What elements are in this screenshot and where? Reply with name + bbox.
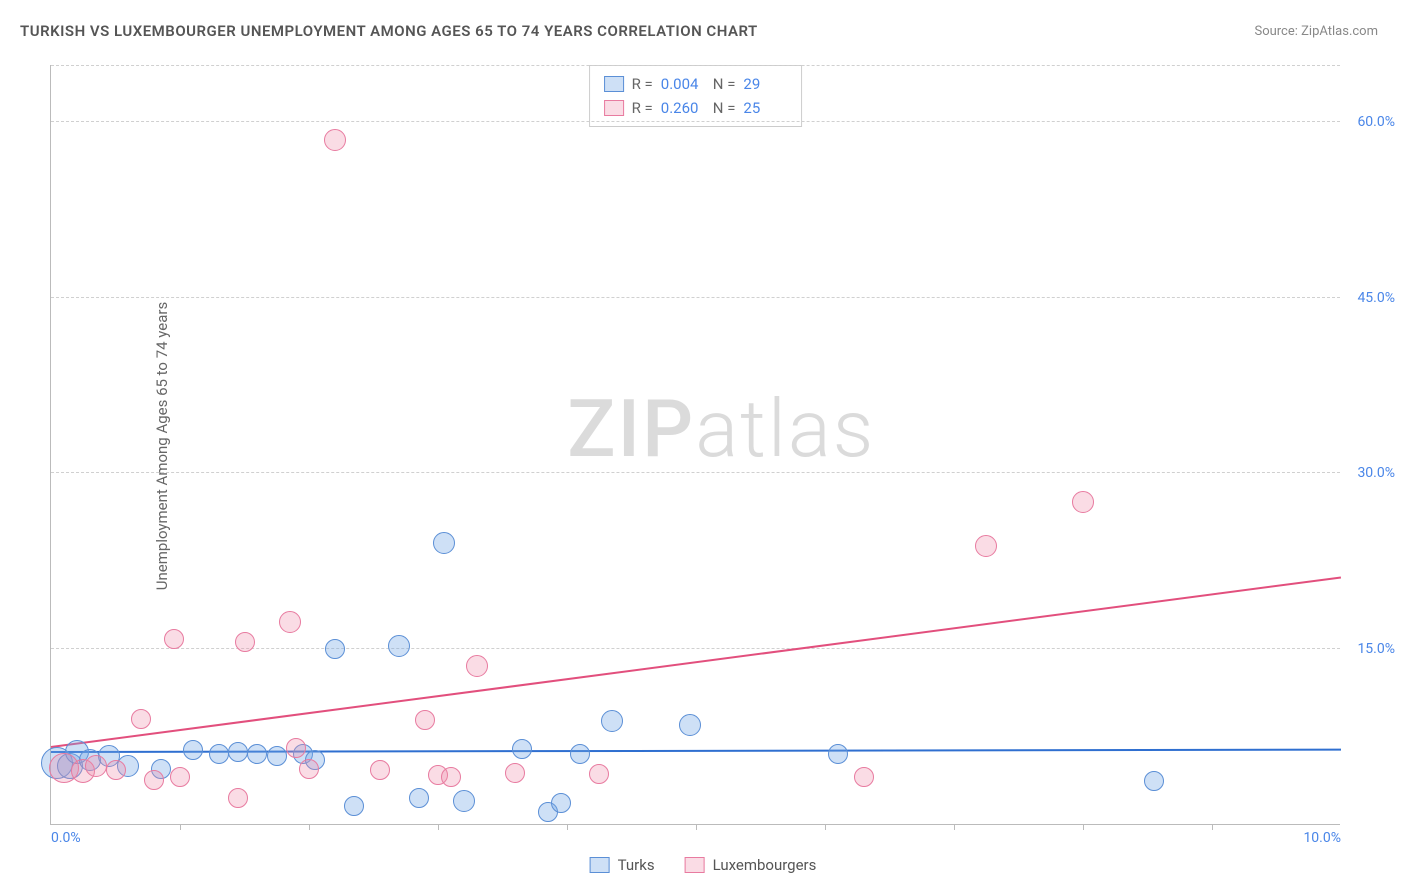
bottom-legend: Turks Luxembourgers: [590, 856, 817, 874]
data-point: [106, 760, 126, 780]
legend-label-turks: Turks: [618, 856, 655, 874]
data-point: [433, 532, 455, 554]
data-point: [299, 759, 319, 779]
legend-item-lux: Luxembourgers: [685, 856, 817, 874]
data-point: [512, 739, 532, 759]
data-point: [279, 611, 301, 633]
swatch-lux: [604, 100, 624, 116]
data-point: [388, 635, 410, 657]
watermark-atlas: atlas: [695, 382, 875, 476]
n-label: N =: [713, 96, 736, 120]
data-point: [453, 790, 475, 812]
data-point: [85, 755, 107, 777]
data-point: [235, 632, 255, 652]
data-point: [370, 760, 390, 780]
y-tick-label: 60.0%: [1357, 114, 1395, 130]
y-tick-label: 45.0%: [1357, 290, 1395, 306]
n-value-lux: 25: [743, 96, 787, 120]
data-point: [415, 710, 435, 730]
data-point: [570, 744, 590, 764]
data-point: [228, 742, 248, 762]
grid-line: [51, 472, 1340, 473]
legend-label-lux: Luxembourgers: [713, 856, 817, 874]
swatch-turks: [604, 76, 624, 92]
stats-row-lux: R = 0.260 N = 25: [604, 96, 788, 120]
grid-line: [51, 297, 1340, 298]
x-tick-label: 0.0%: [51, 830, 81, 846]
swatch-turks-icon: [590, 857, 610, 873]
x-tick-mark: [825, 824, 826, 830]
source-label: Source: ZipAtlas.com: [1254, 24, 1378, 39]
data-point: [975, 535, 997, 557]
data-point: [589, 764, 609, 784]
data-point: [324, 129, 346, 151]
n-value-turks: 29: [743, 72, 787, 96]
r-label: R =: [632, 96, 653, 120]
x-tick-mark: [438, 824, 439, 830]
data-point: [131, 709, 151, 729]
x-tick-mark: [309, 824, 310, 830]
x-tick-mark: [954, 824, 955, 830]
x-tick-mark: [1212, 824, 1213, 830]
data-point: [228, 788, 248, 808]
data-point: [441, 767, 461, 787]
data-point: [409, 788, 429, 808]
data-point: [1072, 491, 1094, 513]
stats-row-turks: R = 0.004 N = 29: [604, 72, 788, 96]
data-point: [209, 744, 229, 764]
r-value-lux: 0.260: [661, 96, 705, 120]
y-tick-label: 30.0%: [1357, 465, 1395, 481]
r-label: R =: [632, 72, 653, 96]
data-point: [344, 796, 364, 816]
n-label: N =: [713, 72, 736, 96]
y-tick-label: 15.0%: [1357, 641, 1395, 657]
plot-area: ZIPatlas R = 0.004 N = 29 R = 0.260 N = …: [50, 65, 1340, 825]
stats-box: R = 0.004 N = 29 R = 0.260 N = 25: [589, 65, 803, 127]
legend-item-turks: Turks: [590, 856, 655, 874]
data-point: [325, 639, 345, 659]
data-point: [854, 767, 874, 787]
data-point: [183, 740, 203, 760]
data-point: [286, 738, 306, 758]
data-point: [170, 767, 190, 787]
data-point: [466, 655, 488, 677]
data-point: [247, 744, 267, 764]
data-point: [144, 770, 164, 790]
data-point: [164, 629, 184, 649]
x-tick-mark: [567, 824, 568, 830]
data-point: [828, 744, 848, 764]
x-tick-mark: [1083, 824, 1084, 830]
chart-title: TURKISH VS LUXEMBOURGER UNEMPLOYMENT AMO…: [20, 22, 758, 40]
x-tick-mark: [696, 824, 697, 830]
x-tick-mark: [180, 824, 181, 830]
data-point: [505, 763, 525, 783]
data-point: [679, 714, 701, 736]
watermark: ZIPatlas: [567, 382, 875, 476]
swatch-lux-icon: [685, 857, 705, 873]
r-value-turks: 0.004: [661, 72, 705, 96]
grid-line: [51, 121, 1340, 122]
data-point: [551, 793, 571, 813]
data-point: [601, 710, 623, 732]
data-point: [267, 746, 287, 766]
data-point: [1144, 771, 1164, 791]
x-tick-label: 10.0%: [1303, 830, 1341, 846]
grid-line: [51, 65, 1340, 66]
watermark-zip: ZIP: [567, 382, 695, 476]
